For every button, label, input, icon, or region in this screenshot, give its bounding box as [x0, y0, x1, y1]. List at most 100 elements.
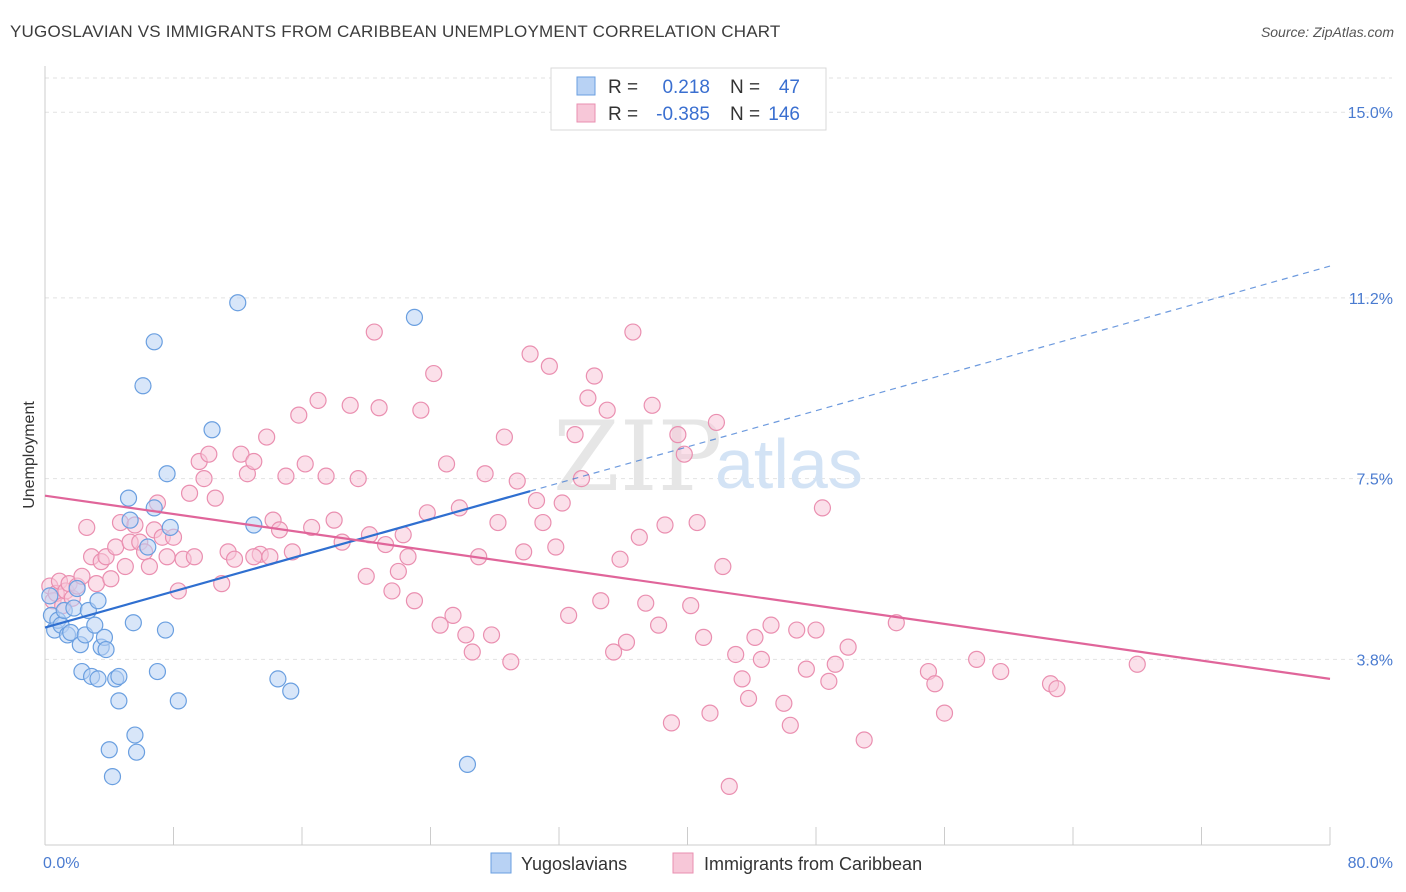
caribbean-point-112 [694, 628, 713, 646]
yugoslavian-point-27 [127, 743, 146, 761]
caribbean-point-121 [752, 650, 770, 668]
yugoslavian-point-19 [97, 640, 115, 659]
legend-r-label-2: R = [608, 104, 638, 125]
bottom-legend-swatch-pink [672, 852, 694, 874]
caribbean-point-141 [1128, 655, 1146, 673]
yugoslavian-point-24 [119, 489, 138, 507]
yugoslavian-point-40 [269, 670, 287, 688]
caribbean-point-53 [317, 467, 335, 485]
caribbean-point-125 [788, 621, 806, 639]
caribbean-point-16 [107, 538, 125, 556]
caribbean-point-113 [701, 704, 719, 722]
caribbean-point-50 [296, 455, 314, 473]
caribbean-point-138 [992, 662, 1010, 681]
caribbean-point-42 [245, 452, 263, 471]
yugoslavian-point-28 [134, 377, 152, 395]
bottom-legend: Yugoslavians Immigrants from Caribbean [490, 852, 922, 874]
yugoslavian-trend-line [44, 490, 531, 629]
yugoslavian-point-44 [124, 614, 142, 632]
caribbean-point-101 [624, 323, 642, 341]
caribbean-point-132 [855, 731, 873, 749]
caribbean-point-135 [926, 675, 944, 693]
caribbean-point-72 [437, 455, 456, 473]
chart-title: YUGOSLAVIAN VS IMMIGRANTS FROM CARIBBEAN… [10, 22, 781, 41]
y-tick-label-0: 3.8% [1357, 652, 1393, 669]
legend-n-label-1: N = [730, 77, 760, 98]
caribbean-point-92 [566, 426, 584, 444]
watermark-zip: ZIP [553, 401, 722, 513]
yugoslavian-point-20 [100, 741, 118, 759]
y-tick-label-2: 11.2% [1349, 291, 1393, 308]
caribbean-point-110 [682, 597, 700, 615]
caribbean-point-23 [140, 557, 159, 576]
caribbean-point-116 [720, 777, 738, 795]
caribbean-point-66 [399, 548, 417, 566]
caribbean-point-63 [383, 582, 401, 600]
x-tick-label-0: 0.0% [43, 855, 79, 872]
caribbean-point-84 [515, 543, 533, 561]
caribbean-point-47 [277, 467, 295, 485]
caribbean-point-10 [78, 518, 96, 537]
caribbean-point-98 [605, 643, 623, 661]
caribbean-point-131 [839, 638, 857, 656]
caribbean-point-118 [733, 670, 751, 688]
yugoslavian-point-37 [203, 421, 221, 439]
caribbean-point-32 [185, 548, 203, 566]
caribbean-point-58 [357, 567, 375, 585]
caribbean-point-64 [389, 562, 407, 581]
legend-n-value-2: 146 [768, 104, 800, 125]
axes [44, 66, 1331, 846]
caribbean-point-88 [540, 357, 558, 375]
bottom-legend-label-caribbean: Immigrants from Caribbean [704, 854, 922, 874]
caribbean-point-71 [431, 616, 449, 634]
yugoslavian-point-38 [229, 294, 247, 312]
series-caribbean-points [41, 323, 1146, 795]
caribbean-point-129 [820, 672, 838, 690]
yugoslavian-point-32 [156, 621, 175, 639]
caribbean-point-39 [225, 550, 244, 568]
yugoslavian-point-43 [458, 755, 477, 773]
caribbean-point-75 [457, 626, 475, 644]
watermark-atlas: atlas [715, 425, 863, 503]
yugoslavian-point-45 [110, 692, 128, 710]
caribbean-point-128 [813, 499, 832, 517]
caribbean-point-126 [797, 660, 815, 678]
caribbean-point-140 [1048, 680, 1066, 698]
yugoslavian-point-9 [68, 579, 86, 598]
caribbean-point-44 [258, 428, 276, 446]
caribbean-point-95 [585, 367, 603, 385]
yugoslavian-trend-line-extension [529, 265, 1331, 492]
caribbean-point-79 [482, 626, 501, 644]
caribbean-point-102 [630, 528, 648, 546]
yugoslavian-point-26 [126, 726, 144, 744]
caribbean-point-106 [656, 516, 674, 534]
caribbean-point-89 [547, 538, 565, 556]
caribbean-point-82 [502, 653, 520, 671]
yugoslavian-point-46 [89, 670, 107, 688]
caribbean-point-68 [412, 401, 430, 419]
caribbean-point-49 [290, 406, 308, 424]
x-tick-label-1: 80.0% [1348, 855, 1393, 872]
caribbean-point-107 [662, 714, 681, 732]
caribbean-point-115 [714, 557, 732, 576]
caribbean-point-31 [180, 484, 199, 502]
caribbean-point-111 [688, 513, 706, 532]
caribbean-point-120 [746, 628, 764, 646]
yugoslavian-point-29 [145, 499, 163, 517]
caribbean-point-96 [592, 592, 610, 610]
caribbean-point-34 [195, 469, 213, 488]
legend-n-value-1: 47 [779, 77, 800, 98]
caribbean-point-81 [495, 428, 513, 446]
caribbean-point-142 [245, 548, 263, 566]
legend-r-label-1: R = [608, 77, 638, 98]
y-tick-label-3: 15.0% [1348, 105, 1393, 122]
caribbean-point-108 [669, 426, 687, 444]
caribbean-point-60 [365, 323, 383, 341]
caribbean-point-51 [303, 518, 321, 537]
caribbean-point-136 [935, 704, 954, 722]
caribbean-point-90 [553, 494, 571, 512]
caribbean-point-52 [309, 391, 327, 410]
caribbean-point-123 [775, 694, 793, 712]
y-axis-label: Unemployment [21, 401, 38, 509]
